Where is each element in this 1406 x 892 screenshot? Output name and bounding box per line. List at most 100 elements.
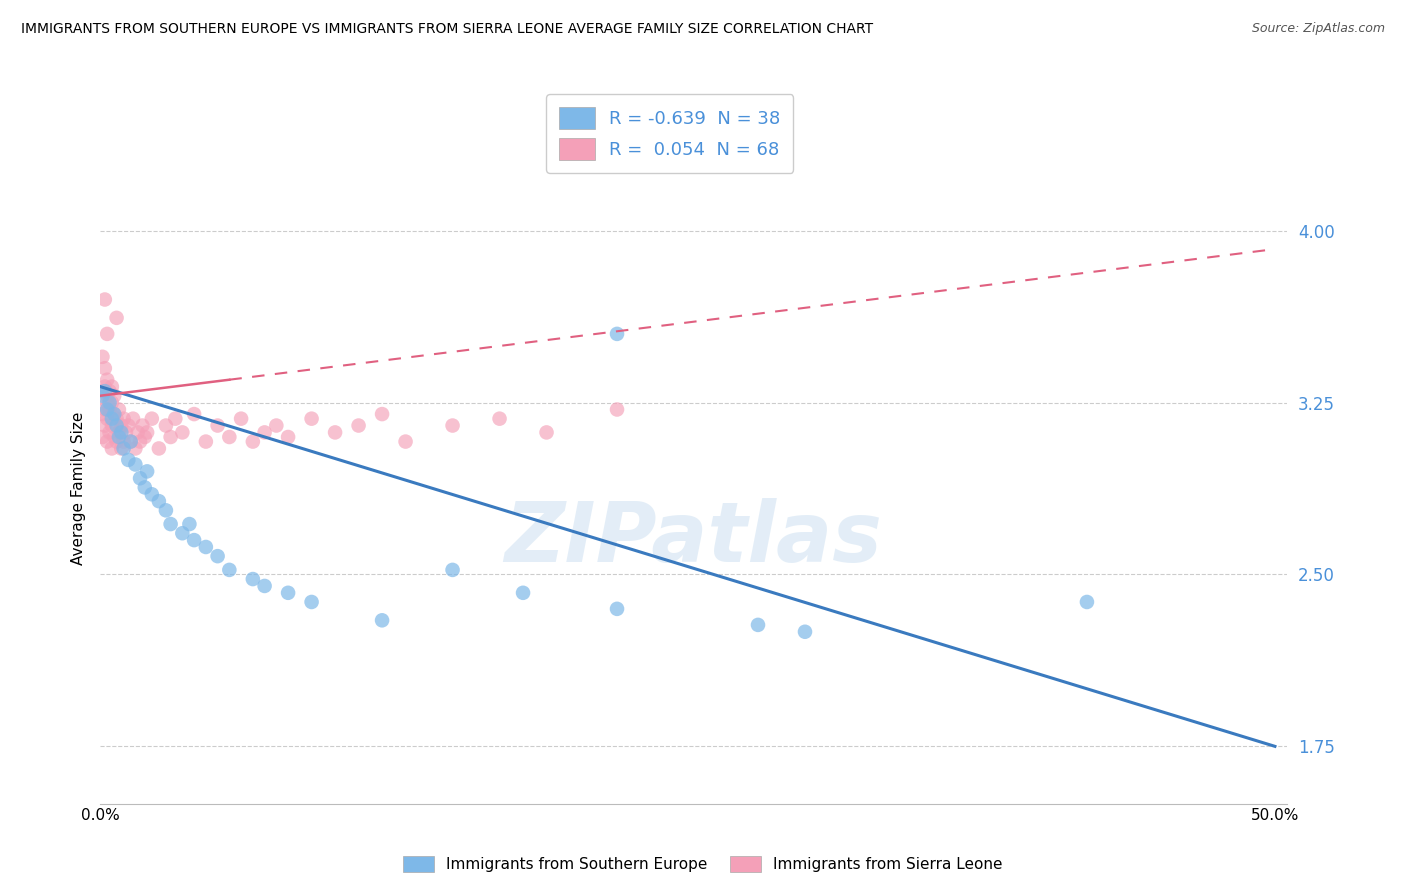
Point — [347, 418, 370, 433]
Point — [98, 425, 121, 440]
Point — [124, 442, 146, 456]
Point — [105, 310, 128, 325]
Point — [253, 579, 276, 593]
Point — [115, 425, 138, 440]
Point — [242, 572, 264, 586]
Point — [512, 586, 534, 600]
Point — [101, 418, 124, 433]
Y-axis label: Average Family Size: Average Family Size — [72, 412, 86, 566]
Point — [159, 430, 181, 444]
Point — [94, 361, 117, 376]
Point — [207, 418, 229, 433]
Point — [136, 464, 159, 478]
Point — [218, 430, 240, 444]
Point — [165, 411, 187, 425]
Point — [103, 407, 125, 421]
Point — [207, 549, 229, 563]
Point — [112, 434, 135, 449]
Point — [120, 434, 142, 449]
Point — [131, 418, 153, 433]
Point — [172, 526, 194, 541]
Point — [488, 411, 510, 425]
Point — [101, 379, 124, 393]
Legend: Immigrants from Southern Europe, Immigrants from Sierra Leone: Immigrants from Southern Europe, Immigra… — [395, 848, 1011, 880]
Point — [96, 326, 118, 341]
Point — [91, 389, 114, 403]
Point — [110, 418, 132, 433]
Point — [242, 434, 264, 449]
Point — [183, 407, 205, 421]
Point — [129, 434, 152, 449]
Point — [155, 418, 177, 433]
Point — [105, 411, 128, 425]
Point — [108, 425, 131, 440]
Point — [141, 487, 163, 501]
Point — [1076, 595, 1098, 609]
Point — [194, 540, 217, 554]
Point — [103, 389, 125, 403]
Point — [96, 373, 118, 387]
Point — [101, 411, 124, 425]
Point — [108, 402, 131, 417]
Point — [441, 418, 464, 433]
Point — [94, 379, 117, 393]
Point — [606, 402, 628, 417]
Point — [103, 407, 125, 421]
Point — [136, 425, 159, 440]
Point — [124, 458, 146, 472]
Point — [277, 586, 299, 600]
Point — [122, 411, 145, 425]
Point — [148, 494, 170, 508]
Point — [536, 425, 558, 440]
Point — [91, 350, 114, 364]
Point — [91, 430, 114, 444]
Point — [179, 517, 201, 532]
Point — [155, 503, 177, 517]
Text: ZIPatlas: ZIPatlas — [505, 499, 883, 580]
Point — [96, 411, 118, 425]
Point — [98, 395, 121, 409]
Point — [129, 471, 152, 485]
Point — [606, 602, 628, 616]
Point — [253, 425, 276, 440]
Point — [96, 395, 118, 409]
Point — [301, 595, 323, 609]
Point — [94, 418, 117, 433]
Point — [323, 425, 346, 440]
Point — [112, 411, 135, 425]
Point — [96, 402, 118, 417]
Point — [94, 402, 117, 417]
Point — [229, 411, 252, 425]
Point — [441, 563, 464, 577]
Point — [141, 411, 163, 425]
Point — [98, 384, 121, 399]
Point — [96, 389, 118, 403]
Point — [266, 418, 288, 433]
Point — [134, 430, 156, 444]
Point — [194, 434, 217, 449]
Point — [117, 418, 139, 433]
Point — [105, 434, 128, 449]
Text: Source: ZipAtlas.com: Source: ZipAtlas.com — [1251, 22, 1385, 36]
Point — [371, 613, 394, 627]
Point — [747, 618, 769, 632]
Point — [277, 430, 299, 444]
Point — [172, 425, 194, 440]
Point — [371, 407, 394, 421]
Point — [606, 326, 628, 341]
Legend: R = -0.639  N = 38, R =  0.054  N = 68: R = -0.639 N = 38, R = 0.054 N = 68 — [546, 95, 793, 173]
Point — [101, 442, 124, 456]
Point — [301, 411, 323, 425]
Point — [91, 407, 114, 421]
Point — [794, 624, 817, 639]
Point — [159, 517, 181, 532]
Point — [108, 430, 131, 444]
Point — [91, 384, 114, 399]
Point — [120, 434, 142, 449]
Text: IMMIGRANTS FROM SOUTHERN EUROPE VS IMMIGRANTS FROM SIERRA LEONE AVERAGE FAMILY S: IMMIGRANTS FROM SOUTHERN EUROPE VS IMMIG… — [21, 22, 873, 37]
Point — [218, 563, 240, 577]
Point — [110, 442, 132, 456]
Point — [117, 453, 139, 467]
Point — [183, 533, 205, 548]
Point — [105, 418, 128, 433]
